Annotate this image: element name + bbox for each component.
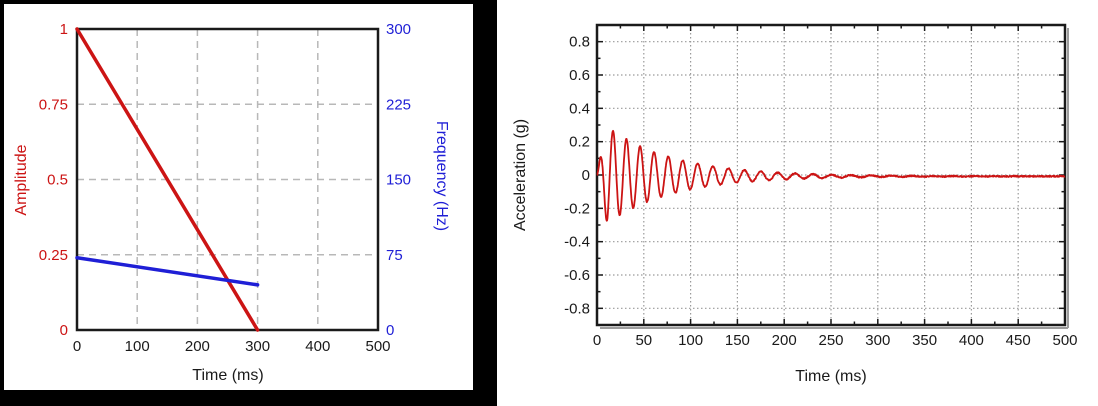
- svg-text:0.8: 0.8: [569, 34, 590, 51]
- svg-text:0.5: 0.5: [47, 172, 68, 189]
- svg-text:0.4: 0.4: [569, 100, 590, 117]
- right-y-axis-title: Frequency (Hz): [433, 120, 450, 232]
- svg-text:150: 150: [725, 332, 750, 349]
- svg-text:300: 300: [245, 338, 270, 355]
- svg-text:400: 400: [959, 332, 984, 349]
- svg-text:0: 0: [73, 338, 81, 355]
- svg-text:300: 300: [386, 21, 411, 38]
- acceleration-plot: 0 50 100 150 200 250 300 350 400 450 500 -0.8 -0.6 -0…: [564, 23, 1078, 349]
- left-y-axis-title: Amplitude: [13, 144, 30, 216]
- svg-text:150: 150: [386, 172, 411, 189]
- svg-text:0: 0: [593, 332, 601, 349]
- svg-text:500: 500: [365, 338, 390, 355]
- svg-text:500: 500: [1052, 332, 1077, 349]
- svg-text:-0.8: -0.8: [564, 300, 590, 317]
- svg-text:0: 0: [386, 322, 394, 339]
- svg-text:250: 250: [818, 332, 843, 349]
- left-x-axis-title: Time (ms): [192, 367, 264, 384]
- svg-text:-0.6: -0.6: [564, 267, 590, 284]
- svg-text:0.75: 0.75: [39, 96, 68, 113]
- svg-text:350: 350: [912, 332, 937, 349]
- svg-text:-0.4: -0.4: [564, 234, 590, 251]
- svg-text:200: 200: [772, 332, 797, 349]
- svg-text:-0.2: -0.2: [564, 200, 590, 217]
- svg-text:450: 450: [1006, 332, 1031, 349]
- svg-text:400: 400: [305, 338, 330, 355]
- amplitude-frequency-plot: 0 100 200 300 400 50000.250.50.75107515022530…: [39, 21, 411, 355]
- svg-text:100: 100: [678, 332, 703, 349]
- svg-text:75: 75: [386, 247, 403, 264]
- acceleration-figure: 0 50 100 150 200 250 300 350 400 450 500 -0.8 -0.6 -0…: [497, 0, 1098, 406]
- svg-text:1: 1: [60, 21, 68, 38]
- svg-text:0.25: 0.25: [39, 247, 68, 264]
- svg-text:50: 50: [635, 332, 652, 349]
- svg-text:0: 0: [60, 322, 68, 339]
- svg-text:0.2: 0.2: [569, 134, 590, 151]
- wavelet-parameters-figure: 0 100 200 300 400 500 0 0.25 0.5 0.75 1 0 75 150 225 30…: [0, 0, 497, 406]
- acceleration-x-axis-title: Time (ms): [795, 368, 867, 385]
- svg-text:0.6: 0.6: [569, 67, 590, 84]
- svg-text:300: 300: [865, 332, 890, 349]
- acceleration-y-axis-title: Acceleration (g): [512, 118, 529, 232]
- svg-text:200: 200: [185, 338, 210, 355]
- svg-text:225: 225: [386, 96, 411, 113]
- svg-text:100: 100: [125, 338, 150, 355]
- svg-text:0: 0: [582, 167, 590, 184]
